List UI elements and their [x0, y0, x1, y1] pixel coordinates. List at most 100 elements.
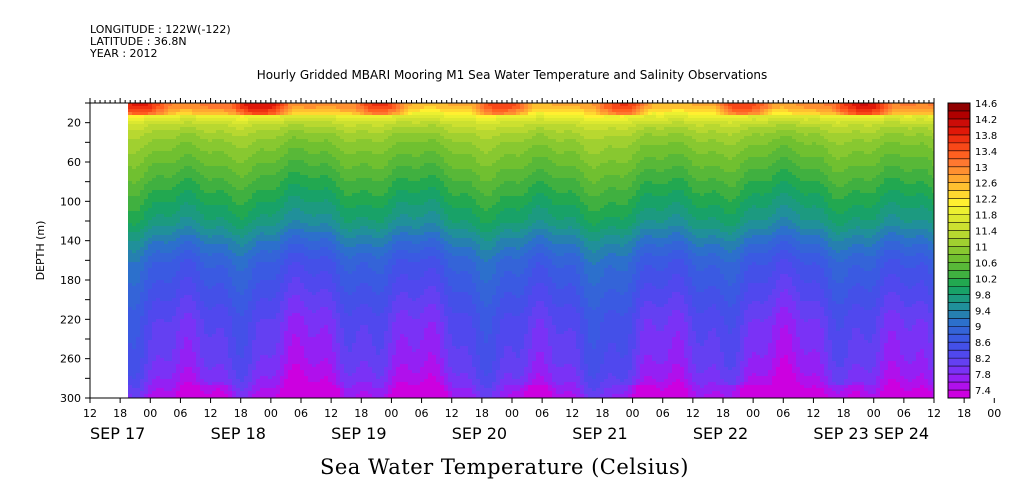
- heatmap-cell: [304, 145, 309, 149]
- heatmap-cell: [156, 391, 161, 395]
- heatmap-cell: [216, 145, 221, 149]
- heatmap-cell: [216, 202, 221, 206]
- heatmap-cell: [172, 124, 177, 128]
- heatmap-cell: [212, 214, 217, 218]
- heatmap-cell: [144, 319, 149, 323]
- heatmap-cell: [256, 232, 261, 236]
- heatmap-cell: [240, 157, 245, 161]
- heatmap-cell: [244, 265, 249, 269]
- heatmap-cell: [244, 214, 249, 218]
- heatmap-cell: [260, 337, 265, 341]
- heatmap-cell: [156, 301, 161, 305]
- heatmap-cell: [180, 361, 185, 365]
- heatmap-cell: [184, 109, 189, 113]
- heatmap-cell: [156, 388, 161, 392]
- heatmap-cell: [200, 121, 205, 125]
- heatmap-cell: [276, 142, 281, 146]
- heatmap-cell: [308, 370, 313, 374]
- heatmap-cell: [252, 214, 257, 218]
- heatmap-cell: [240, 139, 245, 143]
- heatmap-cell: [168, 268, 173, 272]
- heatmap-cell: [208, 352, 213, 356]
- heatmap-cell: [308, 268, 313, 272]
- heatmap-cell: [320, 211, 325, 215]
- heatmap-cell: [228, 349, 233, 353]
- heatmap-cell: [164, 328, 169, 332]
- heatmap-cell: [276, 127, 281, 131]
- heatmap-cell: [300, 151, 305, 155]
- heatmap-cell: [312, 322, 317, 326]
- heatmap-cell: [144, 118, 149, 122]
- heatmap-cell: [156, 361, 161, 365]
- heatmap-cell: [176, 139, 181, 143]
- heatmap-cell: [284, 217, 289, 221]
- heatmap-cell: [196, 394, 201, 398]
- heatmap-cell: [132, 190, 137, 194]
- heatmap-cell: [276, 199, 281, 203]
- heatmap-cell: [220, 223, 225, 227]
- heatmap-cell: [284, 157, 289, 161]
- heatmap-cell: [192, 388, 197, 392]
- heatmap-cell: [188, 388, 193, 392]
- heatmap-cell: [192, 223, 197, 227]
- heatmap-cell: [264, 340, 269, 344]
- heatmap-cell: [200, 106, 205, 110]
- heatmap-cell: [160, 223, 165, 227]
- heatmap-cell: [280, 292, 285, 296]
- heatmap-cell: [216, 136, 221, 140]
- heatmap-cell: [272, 304, 277, 308]
- heatmap-cell: [316, 115, 321, 119]
- heatmap-cell: [320, 193, 325, 197]
- heatmap-cell: [236, 190, 241, 194]
- heatmap-cell: [264, 178, 269, 182]
- heatmap-cell: [268, 325, 273, 329]
- heatmap-cell: [240, 334, 245, 338]
- heatmap-cell: [272, 289, 277, 293]
- heatmap-cell: [232, 148, 237, 152]
- heatmap-cell: [188, 220, 193, 224]
- heatmap-cell: [324, 277, 329, 281]
- heatmap-cell: [292, 145, 297, 149]
- heatmap-cell: [284, 103, 289, 107]
- heatmap-cell: [316, 229, 321, 233]
- heatmap-cell: [296, 181, 301, 185]
- heatmap-cell: [316, 346, 321, 350]
- heatmap-cell: [208, 205, 213, 209]
- heatmap-cell: [152, 235, 157, 239]
- heatmap-cell: [168, 235, 173, 239]
- heatmap-cell: [312, 193, 317, 197]
- heatmap-cell: [196, 388, 201, 392]
- heatmap-cell: [204, 118, 209, 122]
- heatmap-cell: [136, 364, 141, 368]
- heatmap-cell: [272, 307, 277, 311]
- heatmap-cell: [132, 202, 137, 206]
- heatmap-cell: [168, 115, 173, 119]
- heatmap-cell: [320, 103, 325, 107]
- heatmap-cell: [236, 298, 241, 302]
- heatmap-cell: [268, 199, 273, 203]
- heatmap-cell: [276, 271, 281, 275]
- heatmap-cell: [328, 127, 333, 131]
- heatmap-cell: [320, 355, 325, 359]
- heatmap-cell: [172, 145, 177, 149]
- heatmap-cell: [316, 154, 321, 158]
- heatmap-cell: [128, 169, 133, 173]
- year-label: YEAR : 2012: [90, 48, 158, 60]
- heatmap-cell: [172, 199, 177, 203]
- heatmap-cell: [212, 295, 217, 299]
- heatmap-cell: [240, 292, 245, 296]
- heatmap-cell: [296, 364, 301, 368]
- heatmap-cell: [272, 358, 277, 362]
- heatmap-cell: [144, 211, 149, 215]
- heatmap-cell: [292, 301, 297, 305]
- heatmap-cell: [136, 232, 141, 236]
- heatmap-cell: [316, 373, 321, 377]
- heatmap-cell: [268, 142, 273, 146]
- heatmap-cell: [228, 220, 233, 224]
- heatmap-cell: [276, 124, 281, 128]
- heatmap-cell: [148, 391, 153, 395]
- heatmap-cell: [276, 133, 281, 137]
- heatmap-cell: [324, 190, 329, 194]
- heatmap-cell: [264, 346, 269, 350]
- heatmap-cell: [300, 313, 305, 317]
